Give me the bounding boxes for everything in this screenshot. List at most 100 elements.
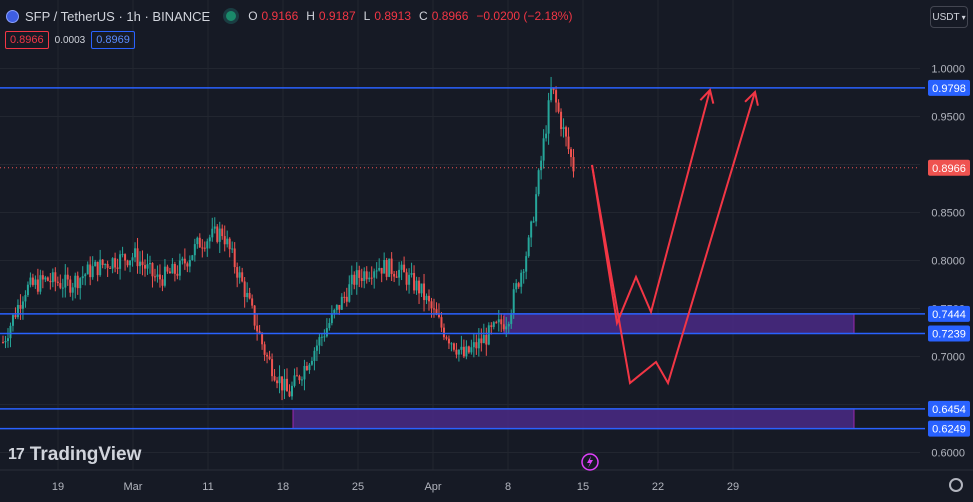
candle-body <box>96 261 99 276</box>
candle-body <box>266 354 269 357</box>
candle-body <box>281 376 284 391</box>
candle-body <box>335 304 338 310</box>
candle-body <box>139 261 142 267</box>
candle-body <box>355 270 358 285</box>
candle-body <box>500 319 503 325</box>
candle-body <box>315 345 318 351</box>
level-label-box <box>928 400 970 417</box>
candle-body <box>171 263 174 274</box>
candle-body <box>59 283 62 288</box>
candle-body <box>440 317 443 328</box>
candle-body <box>492 322 495 327</box>
candle-body <box>233 248 236 268</box>
candle-body <box>94 261 97 267</box>
candle-body <box>39 275 42 292</box>
candle-body <box>348 284 351 302</box>
x-tick-label: 15 <box>577 481 589 493</box>
low-value: 0.8913 <box>374 9 412 23</box>
gear-icon[interactable] <box>949 478 963 492</box>
candle-body <box>530 221 533 238</box>
candle-body <box>380 267 383 274</box>
candle-body <box>325 328 328 337</box>
candle-body <box>460 346 463 350</box>
buy-button[interactable]: 0.8969 <box>91 31 135 49</box>
candle-body <box>400 264 403 270</box>
level-label: 0.7239 <box>932 329 966 341</box>
sell-button[interactable]: 0.8966 <box>5 31 49 49</box>
candle-body <box>31 277 34 285</box>
candle-body <box>99 259 102 276</box>
tradingview-logo[interactable]: 17 TradingView <box>8 444 141 466</box>
x-tick-label: 29 <box>727 481 739 493</box>
candle-body <box>151 263 154 277</box>
candle-body <box>343 296 346 298</box>
candle-body <box>248 292 251 299</box>
candle-body <box>168 271 171 274</box>
candle-body <box>485 335 488 345</box>
candle-body <box>425 295 428 301</box>
candle-body <box>131 257 134 261</box>
lightning-icon-glyph <box>587 456 593 468</box>
candle-body <box>226 238 229 245</box>
candle-body <box>76 275 79 289</box>
candle-body <box>14 315 17 318</box>
candle-body <box>470 347 473 353</box>
candle-body <box>54 272 57 282</box>
candle-body <box>410 273 413 275</box>
candle-body <box>298 376 301 381</box>
candle-body <box>368 277 371 280</box>
candle-body <box>109 267 112 269</box>
candle-body <box>360 277 363 282</box>
market-status-icon <box>226 11 237 21</box>
candle-body <box>198 237 201 248</box>
candle-body <box>238 272 241 278</box>
candle-body <box>16 304 19 318</box>
candle-body <box>183 258 186 264</box>
candle-body <box>537 170 540 195</box>
candle-body <box>176 273 179 276</box>
candle-body <box>216 226 219 242</box>
candle-body <box>26 284 29 296</box>
candle-body <box>256 325 259 332</box>
candle-body <box>29 277 32 285</box>
candle-body <box>44 277 47 280</box>
candle-body <box>423 283 426 301</box>
candle-body <box>300 379 303 381</box>
candle-body <box>114 258 117 268</box>
candle-body <box>106 264 109 268</box>
candle-body <box>457 349 460 355</box>
candle-body <box>490 325 493 327</box>
candle-body <box>363 271 366 282</box>
current-price-label: 0.8966 <box>932 163 966 175</box>
candle-body <box>241 272 244 282</box>
x-tick-label: Mar <box>124 481 143 493</box>
y-tick-label: 0.9500 <box>931 112 965 124</box>
high-value: 0.9187 <box>318 9 356 23</box>
x-tick-label: 11 <box>202 481 213 493</box>
candle-body <box>452 343 455 350</box>
y-tick-label: 0.8500 <box>931 208 965 220</box>
candle-body <box>477 338 480 349</box>
candle-body <box>445 337 448 339</box>
level-label: 0.6454 <box>932 404 966 416</box>
symbol-title[interactable]: SFP / TetherUS · 1h · BINANCE <box>25 8 211 24</box>
candle-body <box>4 341 7 343</box>
candle-body <box>74 275 77 288</box>
candle-body <box>158 274 161 280</box>
candle-body <box>79 278 82 289</box>
candle-body <box>515 283 518 290</box>
open-label: O <box>248 9 258 23</box>
candle-body <box>437 314 440 318</box>
candle-body <box>455 349 458 355</box>
candle-body <box>545 133 548 139</box>
candle-body <box>89 264 92 278</box>
level-label-box <box>928 79 970 96</box>
candle-body <box>527 237 530 257</box>
candle-body <box>378 267 381 271</box>
support-zone <box>503 313 855 335</box>
currency-button[interactable]: USDT ▾ <box>930 6 968 28</box>
candle-body <box>178 260 181 276</box>
candle-body <box>557 102 560 112</box>
